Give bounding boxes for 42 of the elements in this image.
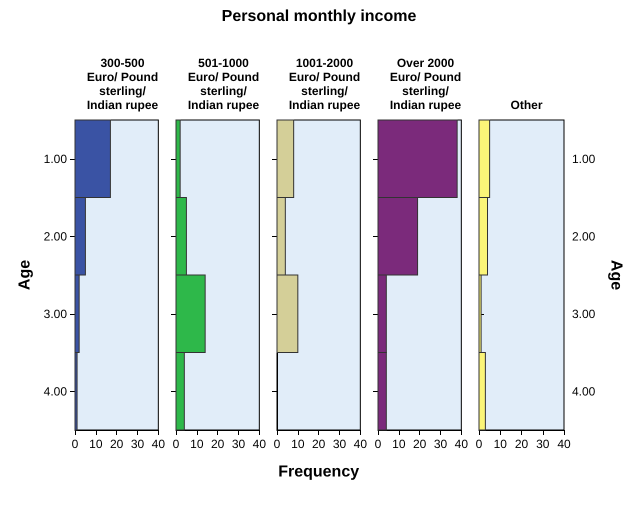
x-tick-label: 20 [514,437,528,451]
x-tick-label: 10 [392,437,406,451]
x-tick-label: 40 [354,437,368,451]
x-axis-title: Frequency [278,464,360,480]
x-tick-label: 40 [454,437,468,451]
x-tick-label: 10 [190,437,204,451]
x-tick-label: 20 [210,437,225,451]
y-tick-label: 2.00 [572,229,596,244]
text: Personal monthly income [220,8,418,26]
y-tick-label: 4.00 [572,384,596,398]
x-tick-label: 0 [72,437,79,451]
y-tick-label: 1.00 [44,152,68,166]
y2-axis-title: Age [608,260,624,290]
x-tick-label: 0 [476,437,483,451]
x-tick-label: 30 [130,437,144,451]
chart-title: Over 2000 Euro/ Pound sterling/ Indian rupee [390,56,462,112]
chart-title: Other [510,98,543,112]
y-tick-label: 4.00 [44,384,68,398]
x-tick-label: 0 [172,437,180,451]
x-tick-label: 30 [536,437,550,451]
y-tick-label: 1.00 [572,152,596,166]
chart-title: 300-500 Euro/ Pound sterling/ Indian rupee [86,56,158,112]
x-tick-label: 20 [412,437,427,451]
x-tick-label: 40 [557,437,571,451]
x-tick-label: 40 [152,437,166,451]
x-tick-label: 0 [274,437,281,451]
x-tick-label: 10 [494,437,508,451]
chart-title: 1001-2000 Euro/ Pound sterling/ Indian rupee [288,56,360,112]
x-tick-label: 40 [252,437,266,451]
y-tick-label: 3.00 [572,306,596,321]
y-tick-label: 2.00 [44,229,68,244]
x-tick-label: 20 [312,437,326,451]
x-tick-label: 30 [232,437,246,451]
x-tick-label: 0 [374,437,382,451]
y-tick-label: 3.00 [44,306,68,321]
x-tick-label: 30 [332,437,346,451]
y-axis-title: Age [16,260,34,290]
x-tick-label: 10 [89,437,103,451]
x-tick-label: 10 [291,437,305,451]
x-tick-label: 30 [434,437,448,451]
x-tick-label: 20 [110,437,124,451]
chart-title: 501-1000 Euro/ Pound sterling/ Indian rupee [188,56,260,112]
